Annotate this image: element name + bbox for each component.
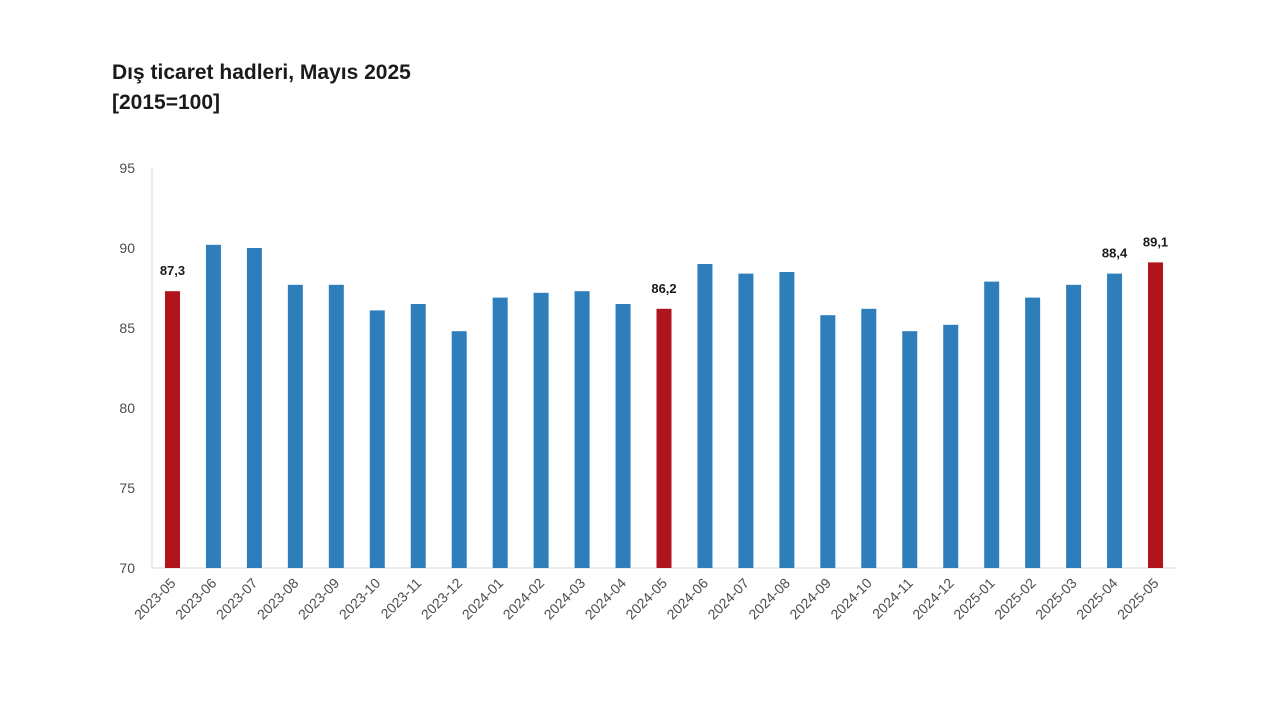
bar-2023-11 [410, 304, 426, 568]
x-tick-label: 2023-06 [172, 575, 220, 623]
y-tick-label: 85 [119, 320, 135, 336]
x-tick-label: 2024-12 [909, 575, 957, 623]
x-tick-label: 2023-12 [418, 575, 466, 623]
bar-2023-07 [246, 248, 262, 568]
bar-2023-08 [287, 284, 303, 568]
x-tick-label: 2024-05 [622, 575, 670, 623]
bar-2025-03 [1066, 284, 1082, 568]
x-tick-label: 2024-07 [704, 575, 752, 623]
x-tick-label: 2024-10 [827, 575, 875, 623]
chart-title-block: Dış ticaret hadleri, Mayıs 2025 [2015=10… [112, 58, 411, 118]
bar-2023-05 [164, 291, 180, 568]
y-tick-label: 90 [119, 240, 135, 256]
bar-2024-07 [738, 273, 754, 568]
bar-2024-02 [533, 292, 549, 568]
x-tick-label: 2024-04 [582, 575, 630, 623]
bar-2024-12 [943, 324, 959, 568]
bar-2024-01 [492, 297, 508, 568]
x-tick-label: 2024-03 [541, 575, 589, 623]
y-tick-label: 95 [119, 160, 135, 176]
x-tick-label: 2023-09 [295, 575, 343, 623]
bar-2023-12 [451, 331, 467, 568]
bar-2024-09 [820, 315, 836, 568]
x-axis: 2023-052023-062023-072023-082023-092023-… [131, 567, 1176, 623]
chart-subtitle: [2015=100] [112, 91, 221, 114]
x-tick-label: 2025-04 [1073, 575, 1121, 623]
data-labels: 87,3 86,2 88,4 89,1 [160, 234, 1168, 295]
chart-title: Dış ticaret hadleri, Mayıs 2025 [112, 61, 411, 84]
y-tick-label: 70 [119, 560, 135, 576]
x-tick-label: 2025-01 [950, 575, 998, 623]
x-tick-label: 2024-06 [663, 575, 711, 623]
bar-2025-04 [1107, 273, 1123, 568]
x-tick-label: 2024-08 [745, 575, 793, 623]
y-tick-label: 75 [119, 480, 135, 496]
data-label-2025-05: 89,1 [1143, 234, 1168, 249]
bar-2024-08 [779, 272, 795, 568]
bar-2025-02 [1025, 297, 1041, 568]
bar-2023-06 [205, 244, 221, 569]
x-tick-label: 2023-08 [254, 575, 302, 623]
bar-2023-09 [328, 284, 344, 568]
bars [164, 244, 1164, 569]
x-tick-label: 2024-11 [869, 575, 916, 622]
bar-2024-11 [902, 331, 918, 568]
x-tick-label: 2024-09 [786, 575, 834, 623]
data-label-2024-05: 86,2 [651, 281, 676, 296]
bar-2024-04 [615, 304, 631, 568]
x-tick-label: 2025-05 [1114, 575, 1162, 623]
y-axis: 70 75 80 85 90 95 [119, 160, 153, 576]
data-label-2023-05: 87,3 [160, 263, 185, 278]
x-tick-label: 2023-11 [377, 575, 424, 622]
bar-2024-05 [656, 308, 672, 568]
bar-2024-10 [861, 308, 877, 568]
data-label-2025-04: 88,4 [1102, 246, 1128, 261]
bar-2024-06 [697, 264, 713, 568]
x-tick-label: 2024-01 [459, 575, 507, 623]
y-tick-label: 80 [119, 400, 135, 416]
x-tick-label: 2023-10 [336, 575, 384, 623]
x-tick-label: 2023-07 [213, 575, 261, 623]
bar-2023-10 [369, 310, 385, 568]
bar-2025-01 [984, 281, 1000, 568]
x-tick-label: 2025-02 [991, 575, 1039, 623]
bar-2025-05 [1148, 262, 1164, 568]
x-tick-label: 2023-05 [131, 575, 179, 623]
x-tick-label: 2025-03 [1032, 575, 1080, 623]
x-tick-label: 2024-02 [500, 575, 548, 623]
bar-2024-03 [574, 291, 590, 568]
